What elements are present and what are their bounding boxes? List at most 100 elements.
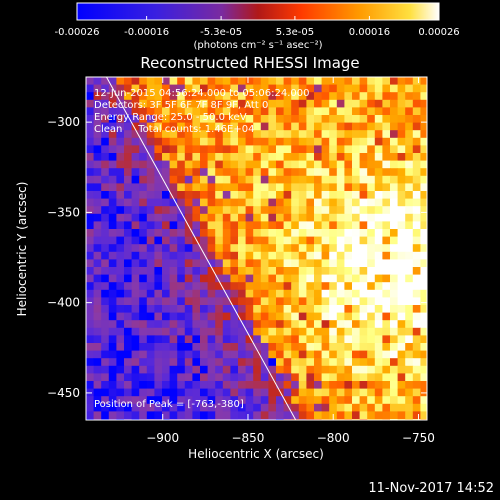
heatmap-cell bbox=[329, 267, 338, 276]
heatmap-cell bbox=[283, 183, 292, 192]
heatmap-cell bbox=[215, 305, 224, 314]
heatmap-image bbox=[86, 77, 427, 420]
heatmap-cell bbox=[336, 198, 345, 207]
heatmap-cell bbox=[184, 274, 193, 283]
heatmap-cell bbox=[374, 259, 383, 268]
heatmap-cell bbox=[382, 84, 391, 93]
heatmap-cell bbox=[154, 403, 163, 412]
heatmap-cell bbox=[139, 297, 148, 306]
heatmap-cell bbox=[390, 373, 399, 382]
heatmap-cell bbox=[215, 297, 224, 306]
heatmap-cell bbox=[116, 274, 125, 283]
heatmap-cell bbox=[390, 213, 399, 222]
heatmap-cell bbox=[336, 274, 345, 283]
heatmap-cell bbox=[359, 153, 368, 162]
heatmap-cell bbox=[291, 221, 300, 230]
heatmap-cell bbox=[139, 282, 148, 291]
heatmap-cell bbox=[344, 198, 353, 207]
heatmap-cell bbox=[420, 175, 427, 184]
heatmap-cell bbox=[154, 122, 163, 131]
heatmap-cell bbox=[86, 191, 95, 200]
heatmap-cell bbox=[283, 373, 292, 382]
heatmap-cell bbox=[162, 84, 171, 93]
heatmap-cell bbox=[291, 213, 300, 222]
heatmap-cell bbox=[108, 411, 117, 420]
heatmap-cell bbox=[344, 350, 353, 359]
heatmap-cell bbox=[146, 403, 155, 412]
heatmap-cell bbox=[230, 343, 239, 352]
heatmap-cell bbox=[359, 160, 368, 169]
heatmap-cell bbox=[336, 213, 345, 222]
heatmap-cell bbox=[321, 137, 330, 146]
heatmap-cell bbox=[374, 244, 383, 253]
heatmap-cell bbox=[405, 244, 414, 253]
heatmap-cell bbox=[238, 213, 247, 222]
heatmap-cell bbox=[116, 251, 125, 260]
heatmap-cell bbox=[184, 107, 193, 116]
heatmap-cell bbox=[276, 403, 285, 412]
heatmap-cell bbox=[260, 153, 269, 162]
heatmap-cell bbox=[253, 122, 262, 131]
heatmap-cell bbox=[397, 115, 406, 124]
heatmap-cell bbox=[139, 175, 148, 184]
heatmap-cell bbox=[146, 145, 155, 154]
heatmap-cell bbox=[253, 365, 262, 374]
heatmap-cell bbox=[367, 130, 376, 139]
heatmap-cell bbox=[298, 358, 307, 367]
heatmap-cell bbox=[359, 365, 368, 374]
heatmap-cell bbox=[397, 289, 406, 298]
heatmap-cell bbox=[329, 130, 338, 139]
heatmap-cell bbox=[374, 381, 383, 390]
heatmap-cell bbox=[184, 350, 193, 359]
heatmap-cell bbox=[230, 213, 239, 222]
heatmap-cell bbox=[238, 343, 247, 352]
heatmap-cell bbox=[359, 396, 368, 405]
heatmap-cell bbox=[336, 153, 345, 162]
heatmap-cell bbox=[238, 244, 247, 253]
heatmap-cell bbox=[116, 175, 125, 184]
heatmap-cell bbox=[359, 274, 368, 283]
heatmap-cell bbox=[131, 183, 140, 192]
heatmap-cell bbox=[405, 274, 414, 283]
heatmap-cell bbox=[420, 396, 427, 405]
heatmap-cell bbox=[192, 183, 201, 192]
heatmap-cell bbox=[352, 289, 361, 298]
x-tick-label: −750 bbox=[402, 431, 435, 445]
heatmap-cell bbox=[405, 168, 414, 177]
heatmap-cell bbox=[314, 183, 323, 192]
heatmap-cell bbox=[359, 388, 368, 397]
heatmap-cell bbox=[420, 168, 427, 177]
heatmap-cell bbox=[253, 92, 262, 101]
heatmap-cell bbox=[260, 365, 269, 374]
heatmap-cell bbox=[154, 84, 163, 93]
heatmap-cell bbox=[314, 99, 323, 108]
heatmap-cell bbox=[329, 396, 338, 405]
heatmap-cell bbox=[336, 122, 345, 131]
heatmap-cell bbox=[367, 373, 376, 382]
heatmap-cell bbox=[405, 77, 414, 86]
heatmap-cell bbox=[245, 282, 254, 291]
heatmap-cell bbox=[314, 388, 323, 397]
heatmap-cell bbox=[352, 381, 361, 390]
heatmap-cell bbox=[230, 183, 239, 192]
heatmap-cell bbox=[192, 396, 201, 405]
heatmap-cell bbox=[314, 229, 323, 238]
heatmap-cell bbox=[397, 396, 406, 405]
heatmap-cell bbox=[352, 107, 361, 116]
heatmap-cell bbox=[93, 411, 102, 420]
heatmap-cell bbox=[374, 107, 383, 116]
heatmap-cell bbox=[222, 77, 231, 86]
heatmap-cell bbox=[344, 251, 353, 260]
heatmap-cell bbox=[93, 388, 102, 397]
heatmap-cell bbox=[260, 350, 269, 359]
heatmap-cell bbox=[131, 236, 140, 245]
heatmap-cell bbox=[344, 274, 353, 283]
heatmap-cell bbox=[268, 381, 277, 390]
heatmap-cell bbox=[86, 297, 95, 306]
heatmap-cell bbox=[367, 153, 376, 162]
heatmap-cell bbox=[359, 137, 368, 146]
heatmap-cell bbox=[276, 289, 285, 298]
heatmap-cell bbox=[382, 175, 391, 184]
heatmap-cell bbox=[276, 236, 285, 245]
colorbar-tick-label: -0.00026 bbox=[55, 27, 100, 38]
